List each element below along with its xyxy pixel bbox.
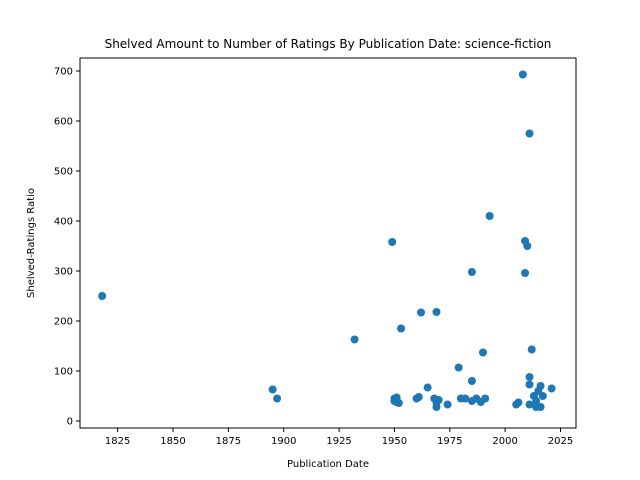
data-point	[514, 398, 523, 407]
data-point	[273, 394, 282, 403]
y-axis-label: Shelved-Ratings Ratio	[26, 188, 37, 298]
x-tick-label: 1925	[326, 436, 351, 447]
data-point	[350, 335, 359, 344]
data-point	[432, 403, 441, 411]
y-tick-label: 300	[54, 267, 73, 278]
data-point	[525, 129, 534, 138]
data-point	[518, 70, 527, 79]
data-point	[467, 377, 476, 385]
y-tick-label: 700	[54, 67, 73, 78]
data-point	[98, 292, 107, 300]
data-point	[536, 403, 545, 411]
data-point	[432, 308, 441, 316]
points-layer	[98, 70, 556, 411]
data-point	[454, 363, 463, 372]
y-tick-label: 600	[54, 117, 73, 128]
data-point	[532, 397, 541, 405]
y-axis-ticks: 0 100 200 300 400 500 600 700	[54, 67, 80, 428]
data-point	[467, 268, 476, 276]
x-axis-label: Publication Date	[287, 459, 369, 470]
data-point	[434, 396, 443, 404]
data-point	[479, 348, 487, 357]
x-tick-label: 1900	[271, 436, 296, 447]
data-point	[481, 394, 490, 403]
data-point	[525, 373, 534, 381]
data-point	[397, 324, 406, 333]
y-tick-label: 400	[54, 217, 73, 228]
data-point	[525, 380, 534, 389]
data-point	[268, 385, 277, 394]
data-point	[527, 345, 536, 354]
x-tick-label: 1975	[437, 436, 462, 447]
y-tick-label: 200	[54, 317, 73, 328]
x-tick-label: 1850	[160, 436, 185, 447]
x-tick-label: 2000	[492, 436, 517, 447]
data-point	[423, 383, 432, 392]
data-point	[525, 400, 534, 409]
data-point	[443, 400, 452, 409]
chart-title: Shelved Amount to Number of Ratings By P…	[105, 37, 552, 51]
data-point	[536, 382, 545, 390]
data-point	[521, 269, 530, 277]
data-point	[538, 392, 547, 400]
data-point	[547, 384, 556, 393]
y-tick-label: 0	[67, 417, 73, 428]
x-axis-ticks: 1825 1850 1875 1900 1925 1950 1975 2000 2025	[105, 428, 573, 447]
y-tick-label: 500	[54, 167, 73, 178]
x-tick-label: 1875	[216, 436, 241, 447]
x-tick-label: 2025	[548, 436, 573, 447]
x-tick-label: 1950	[382, 436, 407, 447]
y-tick-label: 100	[54, 367, 73, 378]
data-point	[414, 393, 423, 401]
data-point	[388, 238, 397, 246]
x-tick-label: 1825	[105, 436, 130, 447]
data-point	[523, 242, 532, 250]
plot-area-frame	[79, 57, 577, 429]
data-point	[394, 399, 403, 407]
data-point	[417, 308, 425, 317]
data-point	[485, 212, 494, 220]
data-point	[461, 394, 470, 403]
